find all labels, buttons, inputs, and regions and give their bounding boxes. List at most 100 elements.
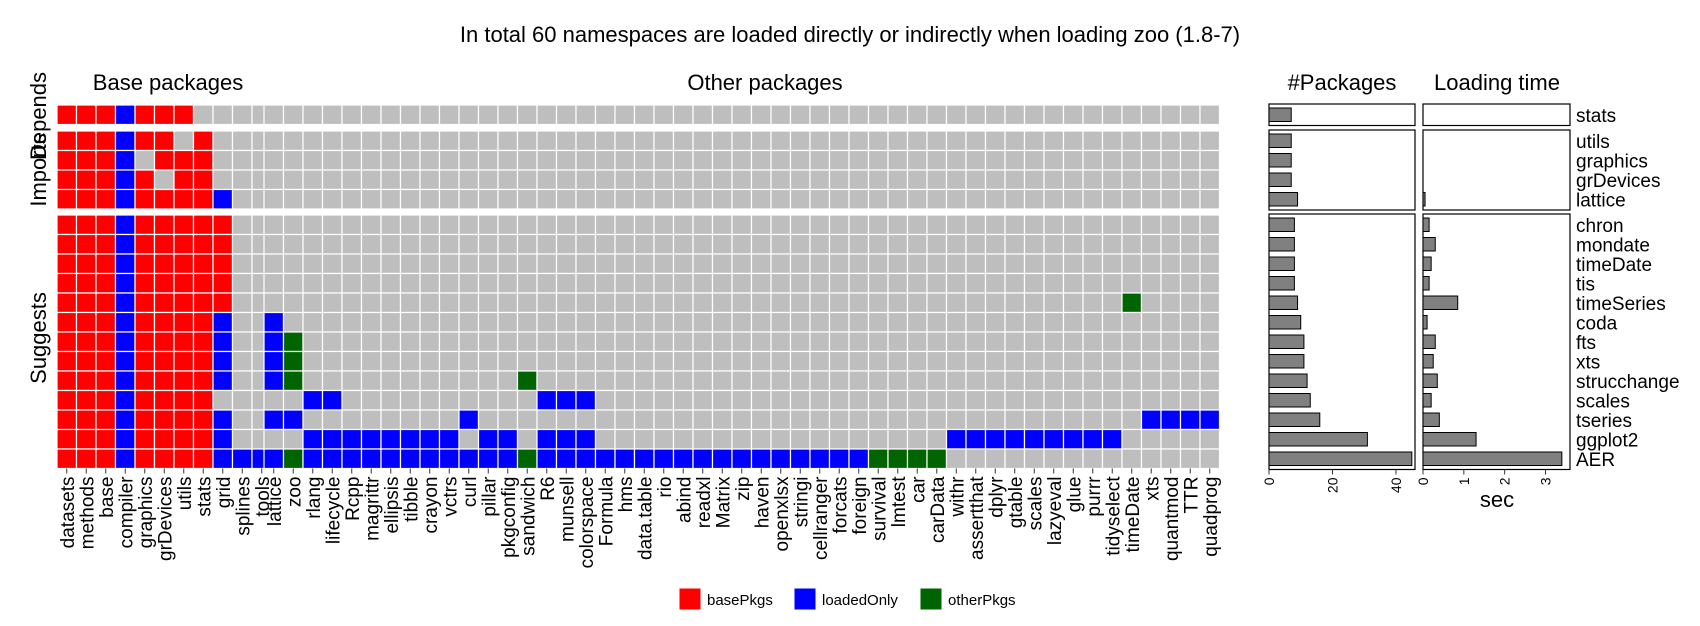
base-cell-xts-base: [95, 350, 117, 372]
other-cell-ggplot2-zoo: [282, 428, 304, 450]
other-cell-timedate-cellranger: [809, 253, 831, 275]
row-label-stats: stats: [1576, 106, 1616, 127]
other-cell-scales-r6: [536, 389, 558, 411]
base-cell-utils-methods: [75, 130, 97, 152]
other-cell-xts-survival: [867, 350, 889, 372]
other-cell-coda-sandwich: [516, 311, 538, 333]
other-cell-coda-scales: [1023, 311, 1045, 333]
other-cell-stats-haven: [750, 104, 772, 126]
base-cell-timeseries-grid: [212, 292, 234, 314]
other-cell-stats-withr: [945, 104, 967, 126]
other-cell-timeseries-colorspace: [575, 292, 597, 314]
other-cell-scales-assertthat: [965, 389, 987, 411]
other-cell-grdevices-quantmod: [1160, 169, 1182, 191]
other-cell-graphics-colorspace: [575, 149, 597, 171]
other-cell-tseries-r6: [536, 409, 558, 431]
other-cell-timeseries-abind: [672, 292, 694, 314]
time-bar-aer: [1422, 451, 1563, 466]
other-cell-lattice-lmtest: [887, 188, 909, 210]
other-cell-ggplot2-formula: [594, 428, 616, 450]
base-cell-lattice-datasets: [56, 188, 78, 210]
other-cell-strucchange-munsell: [555, 370, 577, 392]
other-cell-ggplot2-xts: [1140, 428, 1162, 450]
other-cell-tis-assertthat: [965, 272, 987, 294]
base-cell-tis-utils: [173, 272, 195, 294]
other-cell-grdevices-haven: [750, 169, 772, 191]
other-cell-stats-assertthat: [965, 104, 987, 126]
base-cell-stats-stats: [192, 104, 214, 126]
other-cell-ggplot2-ellipsis: [380, 428, 402, 450]
other-cell-graphics-crayon: [419, 149, 441, 171]
row-group-depends: Depends: [26, 72, 51, 160]
base-cell-stats-datasets: [56, 104, 78, 126]
count-bar-graphics: [1268, 153, 1292, 168]
other-cell-strucchange-zip: [731, 370, 753, 392]
other-cell-ggplot2-scales: [1023, 428, 1045, 450]
row-label-lattice: lattice: [1576, 190, 1626, 211]
other-cell-grdevices-quadprog: [1199, 169, 1221, 191]
base-cell-fts-stats: [192, 331, 214, 353]
other-cell-coda-curl: [458, 311, 480, 333]
other-cell-grdevices-vctrs: [438, 169, 460, 191]
other-cell-chron-zip: [731, 214, 753, 236]
base-cell-aer-graphics: [134, 448, 156, 470]
other-cell-stats-forcats: [828, 104, 850, 126]
other-cell-graphics-ttr: [1179, 149, 1201, 171]
base-column-label-compiler: compiler: [116, 476, 137, 548]
other-cell-timeseries-hms: [614, 292, 636, 314]
other-cell-chron-dplyr: [984, 214, 1006, 236]
base-cell-timedate-base: [95, 253, 117, 275]
other-cell-aer-zoo: [282, 448, 304, 470]
other-cell-timeseries-pkgconfig: [497, 292, 519, 314]
other-cell-stats-r6: [536, 104, 558, 126]
other-cell-graphics-survival: [867, 149, 889, 171]
time-bar-xts: [1422, 354, 1434, 369]
other-cell-strucchange-tibble: [399, 370, 421, 392]
base-cell-coda-utils: [173, 311, 195, 333]
other-cell-graphics-stringi: [789, 149, 811, 171]
other-cell-utils-sandwich: [516, 130, 538, 152]
other-cell-grdevices-survival: [867, 169, 889, 191]
other-cell-utils-lmtest: [887, 130, 909, 152]
other-cell-graphics-scales: [1023, 149, 1045, 171]
other-cell-timeseries-quadprog: [1199, 292, 1221, 314]
other-cell-lattice-quadprog: [1199, 188, 1221, 210]
base-cell-ggplot2-splines: [231, 428, 253, 450]
base-cell-grdevices-stats: [192, 169, 214, 191]
other-cell-strucchange-tidyselect: [1101, 370, 1123, 392]
other-cell-timeseries-timedate: [1121, 292, 1143, 314]
other-cell-tis-lmtest: [887, 272, 909, 294]
other-cell-aer-car: [906, 448, 928, 470]
other-cell-tis-lifecycle: [321, 272, 343, 294]
other-cell-ggplot2-quadprog: [1199, 428, 1221, 450]
other-cell-aer-xts: [1140, 448, 1162, 470]
base-cell-mondate-stats: [192, 233, 214, 255]
count-bar-grdevices: [1268, 172, 1292, 187]
other-cell-aer-forcats: [828, 448, 850, 470]
other-cell-mondate-matrix: [711, 233, 733, 255]
count-bar-utils: [1268, 133, 1292, 148]
other-cell-utils-ellipsis: [380, 130, 402, 152]
base-cell-strucchange-grid: [212, 370, 234, 392]
other-panel-title: Other packages: [687, 70, 842, 95]
other-column-label-dplyr: dplyr: [986, 476, 1007, 518]
base-column-label-utils: utils: [175, 477, 196, 511]
other-cell-graphics-quadprog: [1199, 149, 1221, 171]
other-cell-coda-rio: [653, 311, 675, 333]
other-cell-ggplot2-magrittr: [360, 428, 382, 450]
row-group-suggests: Suggests: [26, 292, 51, 384]
base-column-label-datasets: datasets: [58, 477, 79, 549]
other-cell-graphics-vctrs: [438, 149, 460, 171]
other-cell-timedate-rlang: [302, 253, 324, 275]
other-cell-timedate-zoo: [282, 253, 304, 275]
other-cell-ggplot2-haven: [750, 428, 772, 450]
other-cell-xts-curl: [458, 350, 480, 372]
other-cell-utils-scales: [1023, 130, 1045, 152]
other-cell-xts-rlang: [302, 350, 324, 372]
other-cell-scales-withr: [945, 389, 967, 411]
other-cell-scales-quantmod: [1160, 389, 1182, 411]
count-bar-coda: [1268, 315, 1302, 330]
other-cell-mondate-hms: [614, 233, 636, 255]
other-column-label-lmtest: lmtest: [889, 476, 910, 527]
other-cell-tseries-rlang: [302, 409, 324, 431]
